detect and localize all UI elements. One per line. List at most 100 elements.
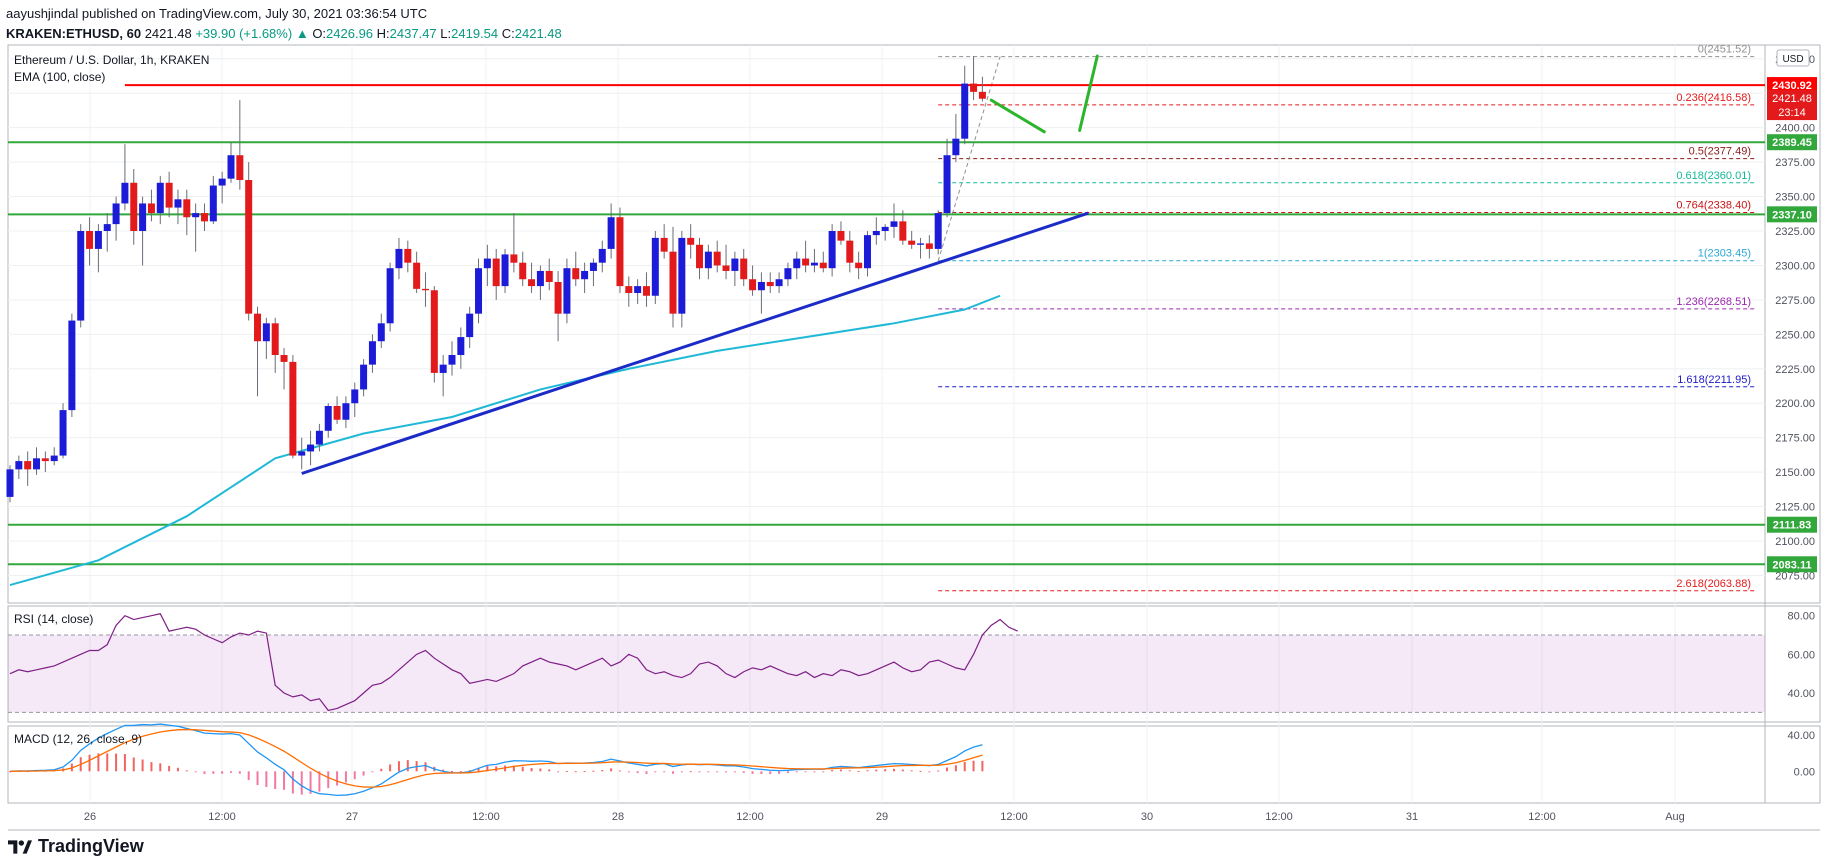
chart-title: Ethereum / U.S. Dollar, 1h, KRAKEN — [14, 53, 209, 67]
candle-body-down — [254, 313, 262, 342]
candle-body-up — [731, 258, 739, 271]
candle-body-down — [492, 258, 500, 287]
macd-histogram-bar — [318, 771, 321, 792]
candle-body-up — [536, 270, 544, 287]
macd-tick-label: 40.00 — [1787, 730, 1815, 742]
candle-body-up — [209, 185, 217, 222]
candle-body-up — [94, 231, 102, 249]
candle-body-down — [855, 262, 863, 269]
chart-header: aayushjindal published on TradingView.co… — [6, 4, 562, 44]
fib-level-label: 0.5(2377.49) — [1689, 146, 1751, 158]
candle-body-down — [147, 203, 155, 214]
candle-body-up — [828, 231, 836, 269]
candle-body-up — [863, 235, 871, 269]
candle-body-up — [112, 203, 120, 225]
macd-histogram-bar — [610, 768, 613, 772]
high-label: H: — [376, 26, 390, 41]
candle-body-up — [775, 279, 783, 287]
y-tick-label: 2375.00 — [1775, 157, 1815, 169]
x-tick-label: 31 — [1406, 811, 1418, 823]
rsi-band — [8, 635, 1765, 713]
macd-histogram-bar — [954, 765, 957, 772]
candle-body-up — [315, 430, 323, 445]
macd-histogram-bar — [663, 771, 666, 773]
x-tick-label: 12:00 — [472, 811, 500, 823]
price-level-tag-label: 2337.10 — [1772, 209, 1812, 221]
candle-body-up — [475, 268, 483, 314]
candle-body-up — [298, 451, 306, 456]
candle-body-down — [837, 231, 845, 241]
candle-body-down — [413, 262, 421, 289]
macd-histogram-bar — [291, 771, 294, 794]
candle-body-up — [77, 231, 85, 321]
candle-body-up — [103, 224, 111, 231]
open-label: O: — [312, 26, 327, 41]
macd-histogram-bar — [300, 771, 303, 795]
candle-body-down — [642, 286, 650, 296]
macd-histogram-bar — [477, 767, 480, 772]
main-pane-frame — [7, 44, 1821, 604]
macd-histogram-bar — [884, 769, 887, 772]
fib-level-label: 0.764(2338.40) — [1676, 200, 1751, 212]
candle-body-up — [377, 323, 385, 342]
macd-histogram-bar — [442, 769, 445, 772]
macd-histogram-bar — [336, 771, 339, 786]
currency-badge — [1776, 49, 1810, 67]
macd-histogram-bar — [238, 771, 241, 774]
macd-histogram-bar — [97, 753, 100, 772]
macd-histogram-bar — [88, 754, 91, 772]
candle-body-up — [68, 320, 76, 411]
macd-histogram-bar — [203, 771, 206, 774]
candle-body-up — [678, 237, 686, 314]
author-name[interactable]: aayushjindal — [6, 6, 79, 21]
currency-badge-label: USD — [1782, 54, 1803, 65]
macd-line — [9, 723, 983, 797]
macd-histogram-bar — [389, 764, 392, 772]
candle-body-up — [917, 243, 925, 245]
candle-body-down — [970, 83, 978, 92]
macd-histogram-bar — [406, 760, 409, 772]
macd-histogram-bar — [185, 770, 188, 772]
y-tick-label: 2275.00 — [1775, 295, 1815, 307]
tradingview-footer[interactable]: TradingView — [8, 836, 144, 857]
macd-histogram-bar — [247, 771, 250, 781]
up-arrow-icon: ▲ — [295, 26, 309, 41]
candle-body-up — [262, 323, 270, 342]
macd-histogram-bar — [371, 771, 374, 773]
macd-signal-line — [9, 728, 983, 788]
candle-body-up — [872, 231, 880, 236]
candle-body-up — [890, 221, 898, 227]
candle-body-down — [430, 290, 438, 373]
candle-body-up — [386, 268, 394, 324]
candle-body-down — [740, 258, 748, 280]
candle-body-up — [943, 155, 951, 214]
candle-body-down — [625, 286, 633, 293]
macd-histogram-bar — [9, 771, 11, 773]
rsi-pane-frame — [7, 605, 1821, 723]
candle-body-down — [200, 213, 208, 222]
x-tick-label: Aug — [1665, 811, 1685, 823]
macd-histogram-bar — [362, 771, 365, 776]
ema-100-line — [9, 294, 1001, 587]
candle-body-down — [802, 258, 810, 266]
macd-tick-label: 0.00 — [1794, 766, 1815, 778]
price-level-tag — [1767, 206, 1817, 223]
macd-histogram-bar — [795, 771, 798, 773]
macd-histogram-bar — [742, 771, 745, 773]
macd-histogram-bar — [459, 771, 462, 773]
macd-histogram-bar — [910, 770, 913, 772]
candle-body-down — [271, 323, 279, 355]
rsi-tick-label: 40.00 — [1787, 688, 1815, 700]
macd-histogram-bar — [716, 771, 719, 773]
x-tick-label: 12:00 — [208, 811, 236, 823]
candle-body-down — [819, 262, 827, 269]
candle-body-down — [510, 254, 518, 263]
fib-level-label: 1.236(2268.51) — [1676, 296, 1751, 308]
candle-body-down — [528, 279, 536, 287]
macd-histogram-bar — [159, 763, 162, 772]
last-price: 2421.48 — [144, 26, 192, 41]
rsi-label: RSI (14, close) — [14, 612, 93, 626]
x-tick-label: 26 — [84, 811, 96, 823]
macd-histogram-bar — [698, 771, 701, 773]
